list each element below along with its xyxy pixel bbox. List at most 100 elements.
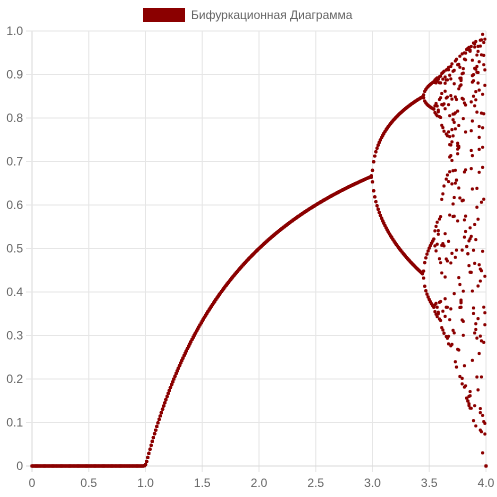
data-point [475,53,479,57]
data-point [443,297,447,301]
data-point [456,109,460,113]
data-point [476,284,480,288]
data-point [461,333,465,337]
data-point [424,256,428,260]
data-point [440,271,444,275]
data-point [475,186,479,190]
data-point [477,88,481,92]
data-point [476,81,480,85]
data-point [448,170,452,174]
data-point [168,385,173,390]
data-point [146,455,150,460]
data-point [468,389,472,394]
data-point [166,391,170,396]
data-point [435,305,439,309]
data-point [445,305,450,309]
data-point [468,48,472,52]
y-tick-label: 0.2 [6,372,23,386]
data-point [483,432,487,436]
legend-label: Бифуркационная Диаграмма [191,8,353,22]
data-point [439,215,443,219]
data-point [479,375,484,379]
data-point [152,432,157,436]
x-tick-label: 0 [29,476,36,490]
data-point [381,219,385,223]
data-point [482,340,486,344]
data-point [473,331,477,335]
data-point [463,58,468,62]
data-point [477,135,481,139]
data-point [454,248,459,252]
grid [26,30,487,472]
legend-swatch[interactable] [143,8,185,22]
data-point [433,244,437,248]
data-point [463,130,468,134]
data-point [439,96,443,100]
data-point [482,305,486,309]
data-point [442,129,446,133]
data-point [477,170,481,174]
data-point [476,49,480,53]
data-point [373,154,377,158]
data-point [443,275,447,279]
data-point [477,351,481,356]
data-point [481,165,485,169]
data-point [458,54,462,58]
data-point [473,222,477,227]
data-point [435,314,439,319]
data-point [471,248,476,252]
data-point [442,102,446,106]
data-point [452,68,456,72]
data-point [473,104,477,108]
data-point [475,64,479,69]
data-point [443,81,447,85]
data-point [372,189,376,193]
legend[interactable]: Бифуркационная Диаграмма [143,8,353,22]
x-tick-label: 3.0 [364,476,381,490]
data-point [450,140,454,144]
data-point [470,187,474,191]
data-point [471,311,476,316]
x-tick-label: 0.5 [80,476,97,490]
data-point [446,334,451,338]
data-point [420,272,425,276]
data-point [463,229,468,234]
data-point [459,78,463,83]
data-point [164,398,168,402]
y-axis: 0 0.1 0.2 0.3 0.4 0.5 0.6 0.7 0.8 0.9 1.0 [6,24,23,473]
data-point [369,175,373,179]
data-point [436,232,440,236]
data-point [451,328,455,332]
data-point [469,100,473,104]
data-point [479,339,484,343]
data-point [372,160,376,164]
data-point [432,237,436,241]
data-point [483,83,487,87]
data-point [459,76,463,80]
data-point [475,336,479,340]
data-point [473,45,477,49]
data-point [469,167,473,171]
data-point [470,358,474,362]
data-point [434,301,438,305]
data-point [481,32,485,36]
data-point [474,322,478,326]
data-point [448,114,452,118]
data-point [453,360,457,364]
data-point [452,331,456,335]
data-point [449,64,453,69]
data-point [482,63,486,67]
data-point [449,154,453,158]
data-point [483,323,487,327]
data-point [469,129,473,133]
data-point [445,173,450,177]
data-point [463,103,468,107]
data-point [458,196,462,200]
data-point [476,388,480,392]
data-point [439,261,443,265]
data-point [461,97,465,101]
data-point [478,279,482,283]
data-point [426,249,430,253]
data-point [446,179,451,184]
data-point [170,383,174,387]
